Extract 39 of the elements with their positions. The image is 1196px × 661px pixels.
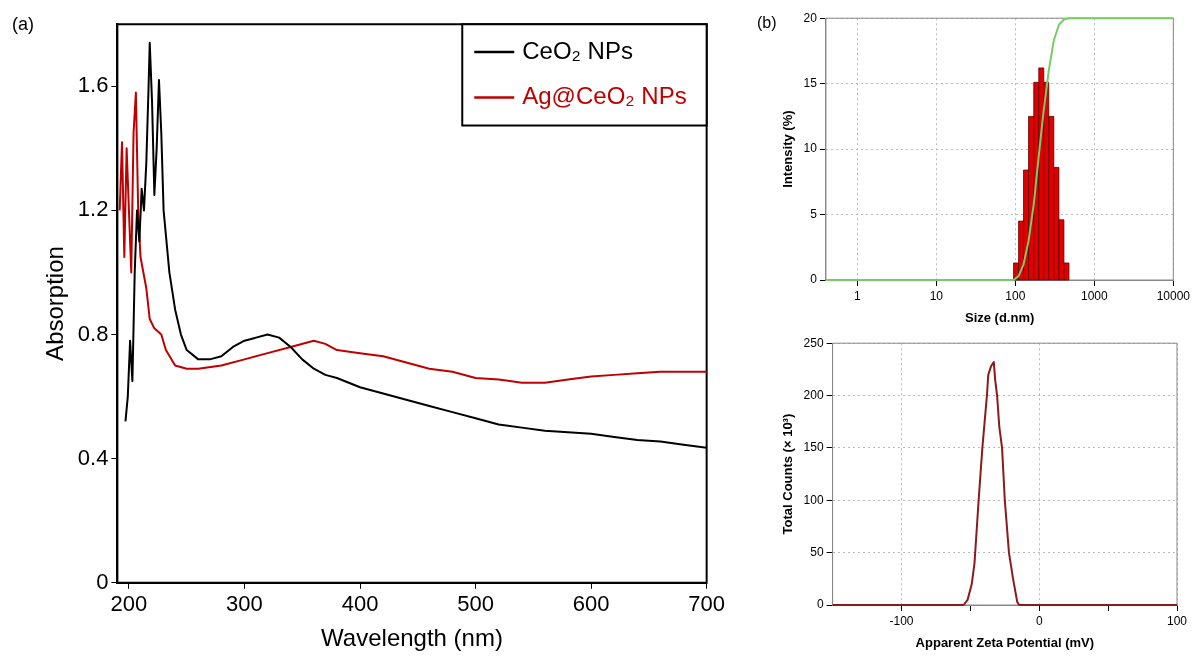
y-tick-label: 1.2 xyxy=(77,196,109,222)
y-tick-label: 200 xyxy=(803,387,824,402)
x-tick-label: 0 xyxy=(1035,613,1043,628)
y-tick-label: 0.4 xyxy=(77,444,109,470)
y-tick-label: 10 xyxy=(803,141,818,156)
y-tick-label: 20 xyxy=(803,10,818,25)
text: (b) xyxy=(757,14,777,32)
x-tick-label: 700 xyxy=(688,591,726,617)
legend-label: CeO₂ NPs xyxy=(522,36,633,64)
y-tick-label: 1.6 xyxy=(77,72,109,98)
x-tick-label: 10000 xyxy=(1156,288,1191,303)
y-tick-label: 250 xyxy=(803,335,824,350)
x-tick-label: 200 xyxy=(110,591,148,617)
x-tick-label: 400 xyxy=(341,591,379,617)
y-axis-title: Total Counts (× 10³) xyxy=(780,413,796,535)
x-axis-title: Wavelength (nm) xyxy=(321,624,503,652)
y-axis-title: Intensity (%) xyxy=(780,110,796,188)
x-tick-label: -100 xyxy=(889,613,914,628)
y-tick-label: 0 xyxy=(96,568,109,594)
y-tick-label: 15 xyxy=(803,75,818,90)
x-tick-label: 600 xyxy=(572,591,610,617)
legend-label: Ag@CeO₂ NPs xyxy=(522,82,687,110)
y-tick-label: 5 xyxy=(810,206,818,221)
y-tick-label: 150 xyxy=(803,440,824,455)
x-tick-label: 100 xyxy=(1005,288,1026,303)
y-tick-label: 0.8 xyxy=(77,320,109,346)
x-axis-title: Size (d.nm) xyxy=(964,309,1035,325)
x-tick-label: 100 xyxy=(1166,613,1188,628)
x-axis-title: Apparent Zeta Potential (mV) xyxy=(915,634,1095,650)
x-tick-label: 10 xyxy=(929,288,944,303)
x-tick-label: 500 xyxy=(457,591,494,617)
y-tick-label: 100 xyxy=(803,492,824,507)
text: (a) xyxy=(12,13,34,34)
y-tick-label: 50 xyxy=(810,544,824,559)
x-tick-label: 1000 xyxy=(1080,288,1108,303)
y-axis-title: Absorption xyxy=(41,246,69,361)
x-tick-label: 1 xyxy=(854,288,862,303)
y-tick-label: 0 xyxy=(810,272,818,287)
x-tick-label: 300 xyxy=(226,591,263,617)
